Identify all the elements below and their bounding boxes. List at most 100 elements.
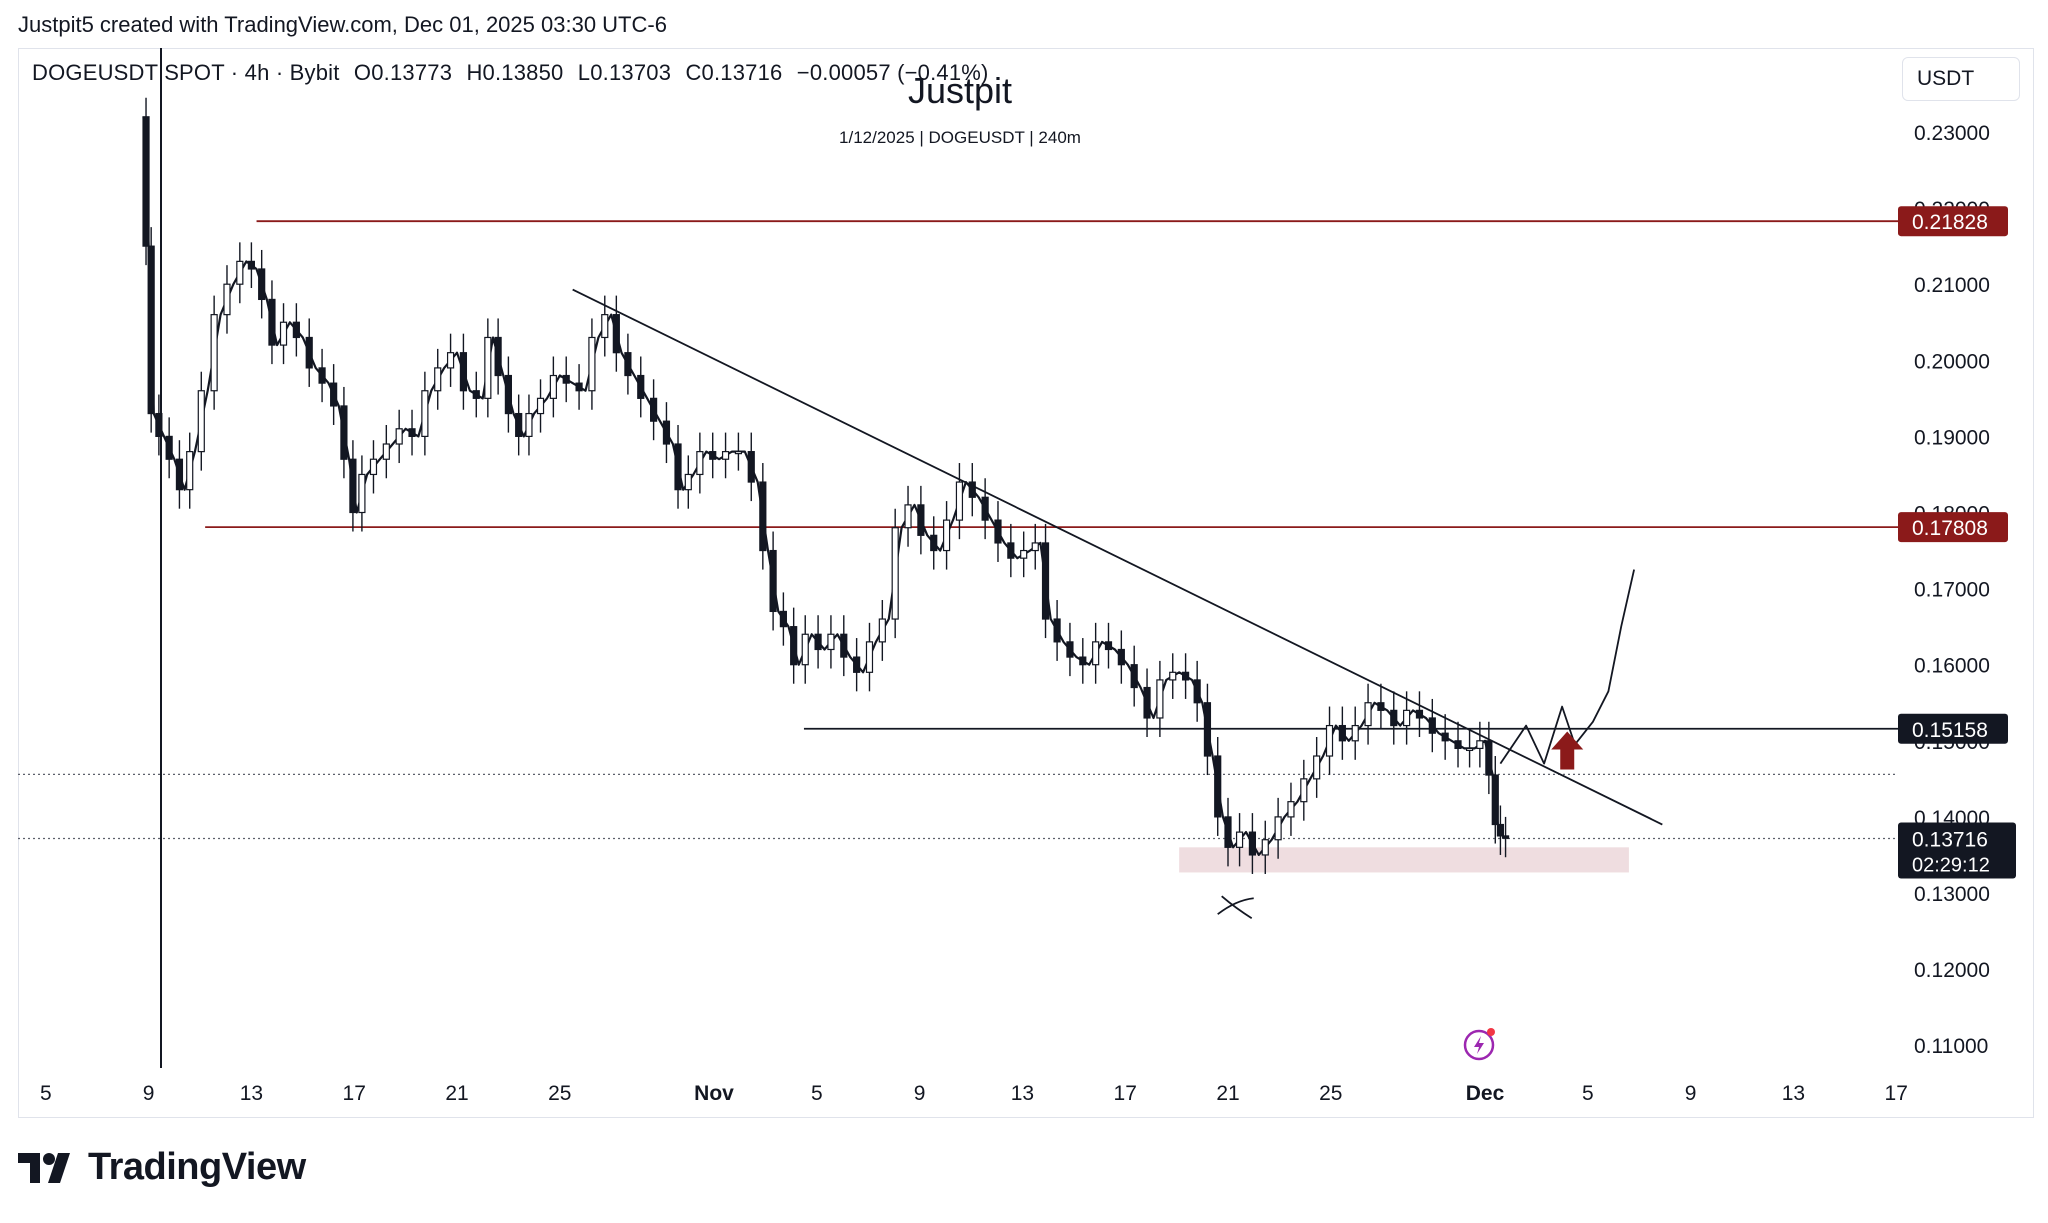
candle-body xyxy=(186,451,194,491)
x-tick-label: 9 xyxy=(143,1082,155,1105)
candle-body xyxy=(994,519,1002,544)
candle-body xyxy=(1403,709,1411,727)
candle-body xyxy=(624,352,632,377)
candle-body xyxy=(747,451,755,483)
candle-body xyxy=(1313,755,1321,780)
candle-body xyxy=(434,367,442,392)
watermark-subtitle: 1/12/2025 | DOGEUSDT | 240m xyxy=(839,128,1081,147)
candle-body xyxy=(1428,717,1436,734)
candle-body xyxy=(1491,774,1499,826)
x-tick-label: 13 xyxy=(1011,1082,1034,1105)
candle-body xyxy=(840,633,848,658)
x-tick-label: 25 xyxy=(548,1082,571,1105)
candle-body xyxy=(142,116,150,247)
x-tick-label: 9 xyxy=(1685,1082,1697,1105)
x-tick-label: 5 xyxy=(811,1082,823,1105)
candle-body xyxy=(247,260,255,270)
candle-body xyxy=(790,626,798,666)
y-tick-label: 0.13000 xyxy=(1914,883,1990,906)
candle-body xyxy=(459,352,468,392)
candle-body xyxy=(525,412,533,438)
candle-body xyxy=(1325,724,1334,757)
candle-body xyxy=(674,443,682,491)
candle-body xyxy=(942,519,951,552)
lightning-icon[interactable] xyxy=(1462,1026,1498,1062)
candle-body xyxy=(536,397,545,415)
candle-body xyxy=(408,428,416,438)
candle-body xyxy=(515,412,523,438)
candle-body xyxy=(1338,724,1346,742)
y-tick-label: 0.12000 xyxy=(1914,959,1990,982)
candle-body xyxy=(1364,702,1372,727)
candle-body xyxy=(904,504,912,529)
candle-body xyxy=(759,481,767,552)
candle-body xyxy=(955,481,964,521)
candle-body xyxy=(1261,839,1269,856)
candle-body xyxy=(562,374,570,384)
watermark-title: Justpit xyxy=(907,70,1013,111)
currency-selector[interactable]: USDT xyxy=(1902,57,2020,101)
candle-body xyxy=(318,367,326,384)
price-level-label: 0.17808 xyxy=(1912,517,1988,540)
candle-body xyxy=(1248,831,1257,856)
candle-body xyxy=(968,481,976,498)
up-arrow-icon[interactable] xyxy=(1551,731,1584,770)
high-value: H0.13850 xyxy=(466,60,564,85)
x-tick-label: 9 xyxy=(914,1082,926,1105)
change-value: −0.00057 (−0.41%) xyxy=(796,60,989,85)
candle-body xyxy=(446,352,455,369)
price-level-label: 0.15158 xyxy=(1912,719,1988,742)
candle-body xyxy=(1193,679,1201,704)
candle-body xyxy=(1465,747,1474,752)
candle-body xyxy=(1274,816,1282,841)
chart-frame xyxy=(18,48,2034,1118)
candle-body xyxy=(1235,831,1244,848)
tradingview-logo[interactable]: TradingView xyxy=(18,1146,306,1189)
candle-body xyxy=(155,412,163,438)
candle-body xyxy=(1214,755,1222,818)
descending-trendline[interactable] xyxy=(572,288,1663,826)
candle-body xyxy=(1104,641,1113,651)
candle-body xyxy=(197,390,205,453)
x-tick-label: Nov xyxy=(694,1082,734,1105)
candle-body xyxy=(175,458,184,491)
candle-body xyxy=(1041,542,1050,620)
x-tick-label: 5 xyxy=(1582,1082,1594,1105)
candle-body xyxy=(1224,816,1232,848)
candle-body xyxy=(1181,671,1190,681)
candle-body xyxy=(1441,732,1449,742)
x-tick-label: 21 xyxy=(445,1082,468,1105)
candle-body xyxy=(358,473,366,514)
price-level-label: 0.21828 xyxy=(1912,211,1988,234)
chart-attribution: Justpit5 created with TradingView.com, D… xyxy=(18,12,667,37)
candle-body xyxy=(865,641,874,673)
x-mark-drawing[interactable] xyxy=(1217,895,1254,919)
candle-body xyxy=(891,527,899,620)
candle-body xyxy=(1031,542,1039,552)
candle-body xyxy=(1377,702,1385,711)
candle-body xyxy=(165,435,173,460)
symbol-name[interactable]: DOGEUSDT SPOT · 4h · Bybit xyxy=(32,60,340,85)
candle-body xyxy=(709,451,717,460)
candle-body xyxy=(801,633,809,666)
candle-body xyxy=(504,374,512,415)
candle-body xyxy=(696,451,704,476)
candle-body xyxy=(223,283,231,316)
y-tick-label: 0.19000 xyxy=(1914,426,1990,449)
candle-body xyxy=(878,618,886,643)
y-tick-label: 0.11000 xyxy=(1914,1035,1988,1058)
candle-body xyxy=(769,549,777,613)
candle-body xyxy=(1130,664,1138,689)
candle-body xyxy=(382,443,390,460)
candle-body xyxy=(1390,709,1398,727)
candle-body xyxy=(1156,679,1164,719)
candle-body xyxy=(395,428,403,445)
candle-body xyxy=(650,397,658,422)
candle-body xyxy=(484,336,492,399)
y-tick-label: 0.20000 xyxy=(1914,350,1990,373)
demand-zone[interactable] xyxy=(1179,847,1629,873)
x-tick-label: 17 xyxy=(1885,1082,1908,1105)
candle-body xyxy=(637,374,645,399)
candle-body xyxy=(1079,656,1087,666)
